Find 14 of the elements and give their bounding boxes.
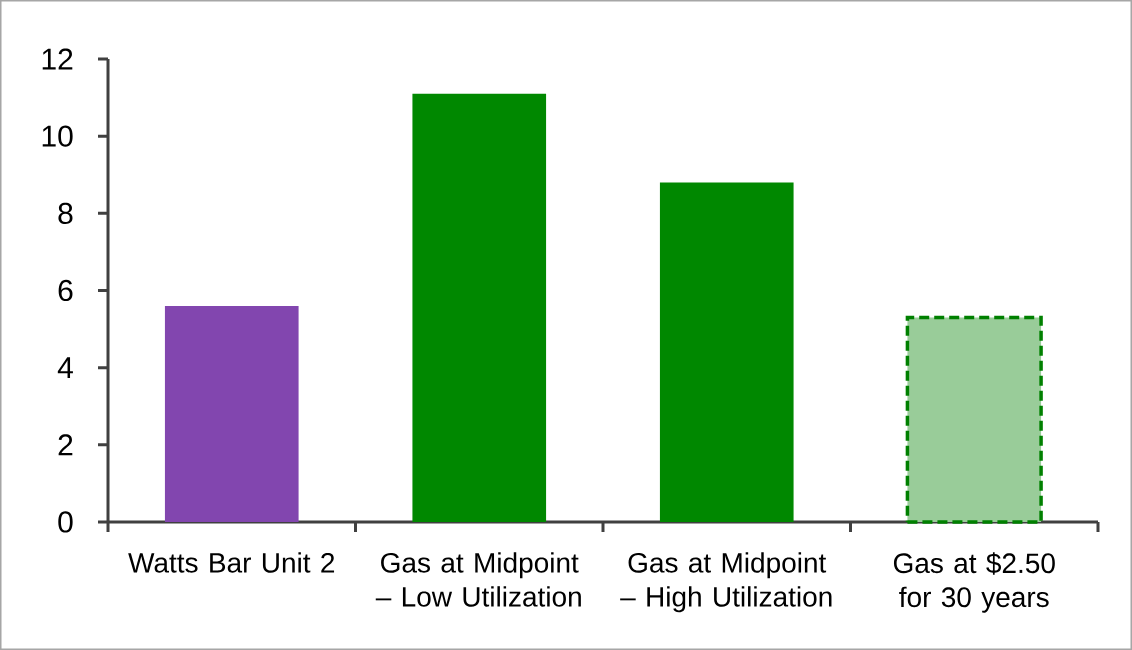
bar: [412, 93, 547, 522]
bar: [659, 182, 794, 522]
y-tick-label: 12: [42, 48, 73, 70]
y-tick-label: 4: [57, 357, 73, 378]
x-tick-label: Gas at Midpoint – High Utilization: [620, 552, 832, 613]
bar: [164, 305, 299, 522]
y-tick-label: 8: [58, 202, 73, 224]
x-tick-label: Watts Bar Unit 2: [128, 552, 335, 573]
y-tick-label: 10: [42, 125, 73, 147]
y-tick-label: 6: [58, 279, 73, 302]
y-tick-label: 0: [58, 511, 73, 533]
x-tick-label: Gas at $2.50 for 30 years: [893, 552, 1055, 613]
y-tick-label: 2: [58, 434, 73, 456]
x-tick-label: Gas at Midpoint – Low Utilization: [375, 552, 581, 607]
